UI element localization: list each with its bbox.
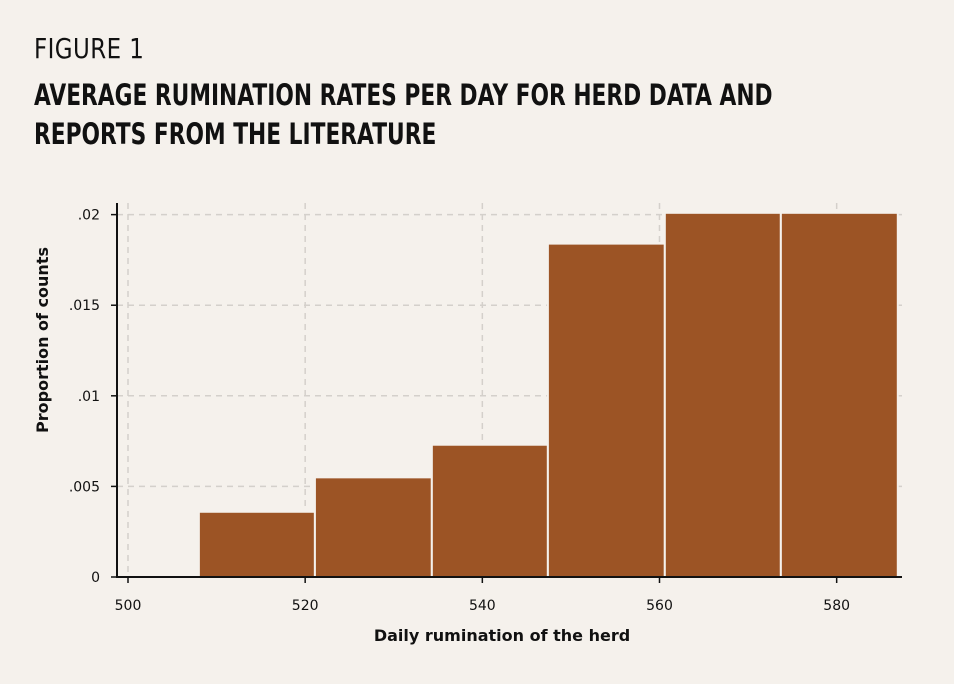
histogram-bar bbox=[313, 476, 433, 578]
x-axis-label: Daily rumination of the herd bbox=[374, 626, 630, 645]
y-tick-label: .015 bbox=[69, 298, 100, 314]
axes bbox=[116, 203, 902, 578]
histogram-bars bbox=[197, 211, 899, 578]
x-tick-label: 560 bbox=[646, 598, 673, 614]
y-axis-label: Proportion of counts bbox=[33, 247, 52, 433]
x-tick-label: 500 bbox=[115, 598, 142, 614]
y-tick-label: .005 bbox=[69, 479, 100, 495]
x-tick-label: 540 bbox=[469, 598, 496, 614]
axis-ticks: 500 520 540 560 580 0 .005 .01 .015 .02 bbox=[69, 208, 850, 614]
histogram-bar bbox=[779, 211, 899, 578]
y-tick-label: .01 bbox=[78, 389, 100, 405]
histogram-bar bbox=[546, 242, 666, 578]
x-tick-label: 580 bbox=[823, 598, 850, 614]
histogram-bar bbox=[197, 510, 316, 578]
y-tick-label: .02 bbox=[78, 208, 100, 224]
histogram-bar bbox=[430, 443, 549, 578]
y-tick-label: 0 bbox=[91, 570, 100, 586]
figure-label: FIGURE 1 bbox=[34, 32, 145, 65]
x-tick-label: 520 bbox=[292, 598, 319, 614]
histogram-bar bbox=[663, 211, 782, 578]
figure-title: AVERAGE RUMINATION RATES PER DAY FOR HER… bbox=[34, 78, 773, 151]
